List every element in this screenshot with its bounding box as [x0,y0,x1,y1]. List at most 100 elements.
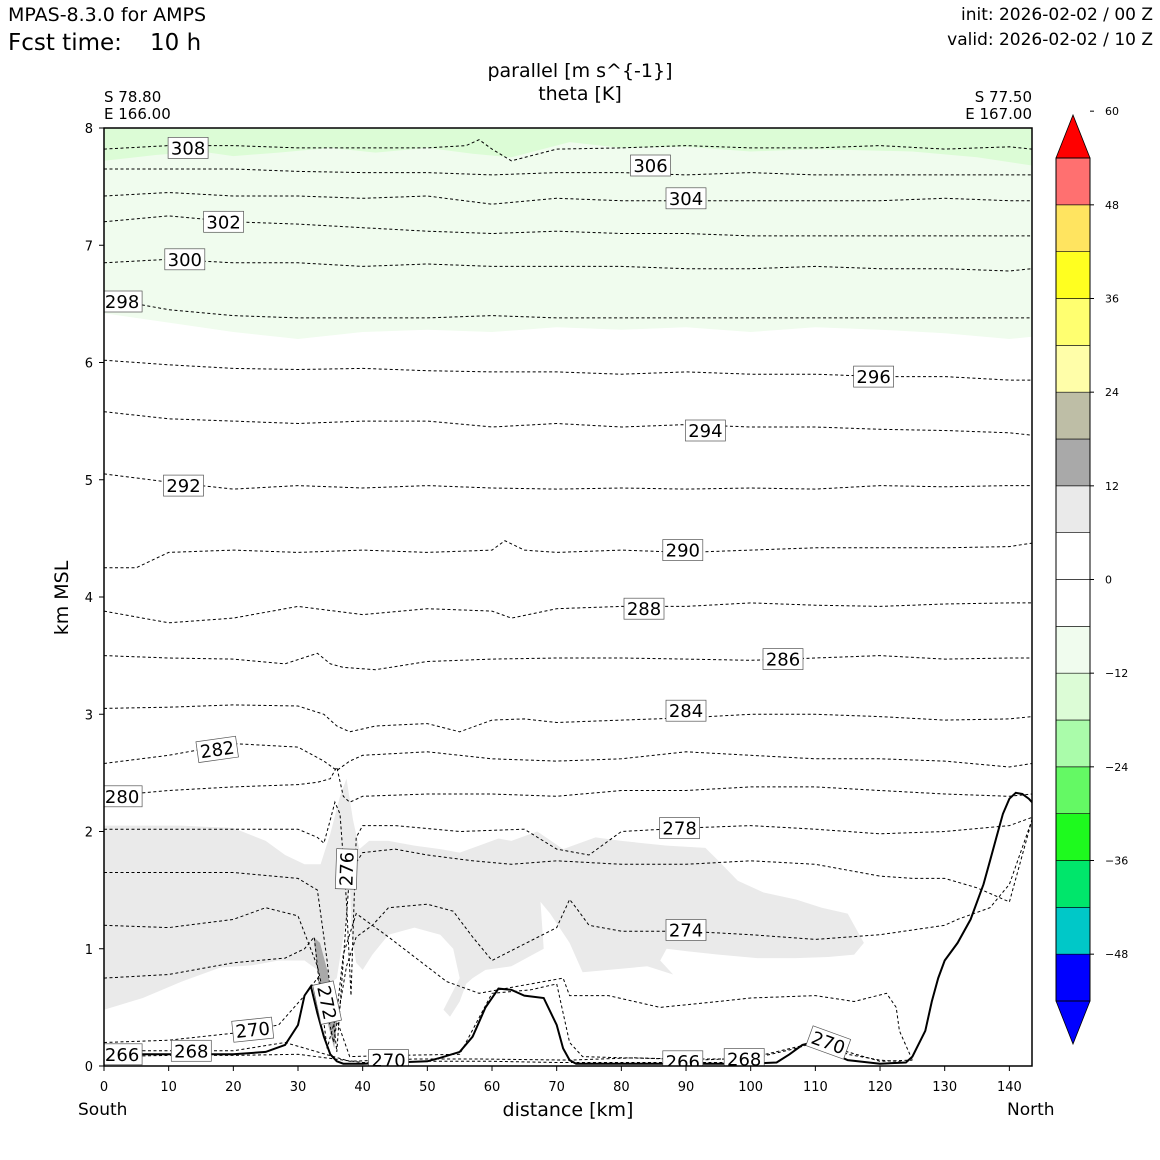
contour-label-box [167,137,209,159]
contour-label-266: 266 [104,1043,143,1066]
axes-layer: 0 10 20 30 40 50 60 70 80 90 100 110 120 130 140 0 1 2 3 4 5… [85,122,1022,1095]
direction-north: North [1007,1100,1055,1120]
x-tick-label: 50 [419,1080,436,1095]
colorbar-segment [1055,953,1091,1002]
plot-title-line1: parallel [m s^{-1}] [487,60,673,82]
colorbar-tick-label: 0 [1105,574,1112,587]
model-title: MPAS-8.3.0 for AMPS [8,4,207,26]
contour-label-306: 306 [630,154,671,177]
contour-label-text: 270 [235,1018,271,1042]
left-point-lat: S 78.80 [104,88,162,106]
contour-label-box [665,699,707,722]
contour-label-268: 268 [723,1048,765,1066]
theta-contour-298 [104,297,1032,319]
contour-label-text: 270 [371,1051,405,1072]
colorbar-segment [1055,345,1091,393]
contour-label-box [662,1050,704,1066]
contour-label-text: 276 [336,851,358,886]
theta-contour-layer [104,139,1032,1064]
contour-label-text: 280 [105,787,139,808]
contour-label-box [623,597,665,620]
contour-label-box [170,1039,212,1062]
x-tick-label: 70 [548,1080,565,1095]
fcst-time-label: Fcst time: [8,30,122,56]
colorbar: 60 48 36 24 12 0 −12 −24 −36 −48 [1055,105,1128,1046]
contour-label-290: 290 [662,539,704,562]
contour-label-text: 288 [627,599,661,620]
theta-contour-284 [104,704,1032,733]
contour-label-box [104,785,143,808]
contour-label-text: 300 [168,250,202,271]
theta-contour-306 [104,168,1032,176]
contour-label-text: 298 [105,292,139,313]
contour-label-296: 296 [853,365,894,388]
shade-lightgray [104,778,864,1017]
contour-label-box [659,817,700,839]
contour-label-282: 282 [195,735,239,763]
colorbar-segment [1055,298,1091,346]
contour-label-286: 286 [762,648,804,671]
theta-contour-270 [104,977,906,1063]
contour-label-270: 270 [368,1049,409,1072]
x-tick-label: 110 [803,1080,828,1095]
x-axis-label: distance [km] [502,1099,634,1121]
contour-label-text: 272 [312,984,340,1022]
contour-label-270: 270 [231,1016,275,1043]
contour-label-box [195,735,239,763]
colorbar-tick-label: 36 [1105,293,1119,306]
x-tick-label: 40 [354,1080,371,1095]
fcst-time-value: 10 h [150,30,202,56]
theta-contour-296 [104,359,1032,381]
contour-label-box [203,210,244,233]
shade-green [104,128,1032,166]
colorbar-over-arrow [1055,113,1091,159]
theta-contour-280 [104,765,1032,803]
y-tick-label: 6 [85,357,93,372]
contour-label-box [853,365,894,388]
contour-label-280: 280 [104,785,143,808]
contour-label-box [805,1025,852,1060]
contour-label-272: 272 [312,980,342,1025]
contour-label-292: 292 [163,474,204,497]
colorbar-segment [1055,907,1091,955]
colorbar-segment [1055,438,1091,487]
x-tick-label: 80 [613,1080,630,1095]
colorbar-segment [1055,204,1091,252]
theta-contour-300 [104,258,1032,272]
colorbar-segment [1055,391,1091,440]
colorbar-tick-label: 60 [1105,105,1119,118]
contour-label-text: 296 [856,367,890,388]
x-tick-label: 120 [868,1080,893,1095]
contour-label-302: 302 [203,210,244,233]
theta-contour-290 [104,540,1032,569]
contour-label-text: 278 [662,819,696,840]
contour-label-box [665,187,707,210]
x-tick-label: 130 [932,1080,957,1095]
y-tick-label: 5 [85,474,93,489]
theta-contour-272 [104,912,913,1061]
contour-label-text: 274 [669,921,703,942]
right-point-lat: S 77.50 [974,88,1032,106]
contour-label-text: 308 [171,138,205,159]
contour-label-box [630,154,671,177]
colorbar-segment [1055,813,1091,861]
contour-label-text: 266 [666,1052,700,1073]
wind-shading-layer [104,128,1032,1049]
contour-label-text: 270 [808,1028,847,1059]
contour-label-text: 266 [105,1045,139,1066]
x-tick-label: 30 [290,1080,307,1095]
colorbar-segment [1055,766,1091,814]
contour-label-box [164,248,206,271]
terrain-layer [104,791,1032,1065]
contour-label-268: 268 [170,1039,212,1062]
contour-label-text: 294 [688,421,722,442]
colorbar-segment [1055,672,1091,721]
colorbar-segment [1055,485,1091,533]
colorbar-segment [1055,626,1091,674]
theta-contour-288 [104,602,1032,624]
contour-label-304: 304 [665,187,707,210]
contour-label-box [762,648,804,670]
direction-south: South [78,1100,128,1120]
contour-label-text: 284 [669,701,703,722]
